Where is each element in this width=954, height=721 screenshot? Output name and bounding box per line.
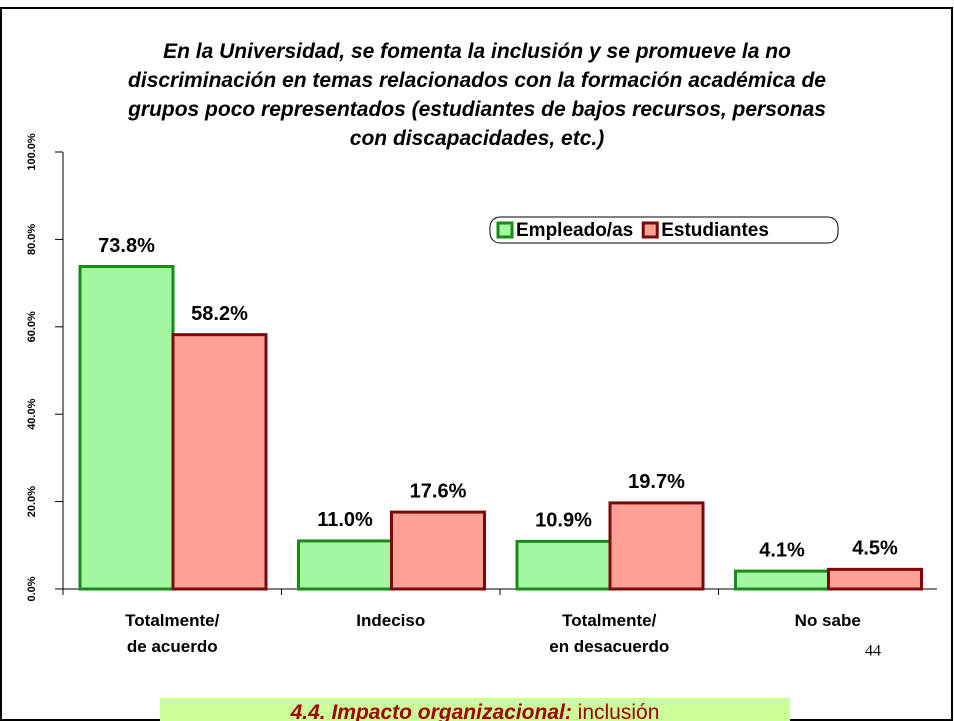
bar — [734, 569, 830, 591]
footer: 4.4. Impacto organizacional: inclusión — [290, 701, 660, 721]
y-tick-label: 0.0% — [26, 576, 38, 601]
legend-swatch — [641, 221, 659, 239]
y-tick-label: 100.0% — [26, 133, 38, 171]
page-number: 44 — [865, 643, 881, 660]
bar — [608, 501, 705, 591]
bar — [827, 567, 923, 591]
y-tick-label: 80.0% — [26, 224, 38, 255]
legend-box — [489, 216, 839, 244]
legend-label: Estudiantes — [661, 220, 769, 241]
value-label: 10.9% — [535, 510, 592, 532]
footer-topic: inclusión — [578, 701, 660, 721]
value-label: 4.5% — [852, 538, 898, 560]
bar — [390, 510, 486, 591]
x-tick-label: Totalmente/de acuerdo — [125, 611, 219, 656]
x-tick-label: No sabe — [795, 611, 861, 630]
chart-title: En la Universidad, se fomenta la inclusi… — [127, 40, 826, 150]
x-tick-label: Totalmente/en desacuerdo — [549, 611, 669, 656]
value-label: 11.0% — [317, 509, 373, 531]
x-tick-label: Indeciso — [356, 611, 425, 630]
y-tick-label: 20.0% — [26, 486, 38, 517]
bar — [78, 264, 175, 591]
value-label: 17.6% — [410, 480, 467, 502]
bar — [171, 333, 268, 591]
value-label: 4.1% — [759, 539, 805, 561]
footer-heading: 4.4. Impacto organizacional: — [290, 701, 572, 721]
footer-box — [160, 698, 790, 721]
bar — [515, 539, 612, 591]
bar — [297, 539, 393, 591]
y-tick-label: 40.0% — [26, 398, 38, 429]
y-tick-label: 60.0% — [26, 311, 38, 342]
legend-label: Empleado/as — [516, 220, 633, 241]
legend-swatch — [496, 221, 514, 239]
value-label: 73.8% — [98, 235, 155, 257]
value-label: 58.2% — [191, 303, 248, 325]
value-label: 19.7% — [628, 471, 685, 493]
